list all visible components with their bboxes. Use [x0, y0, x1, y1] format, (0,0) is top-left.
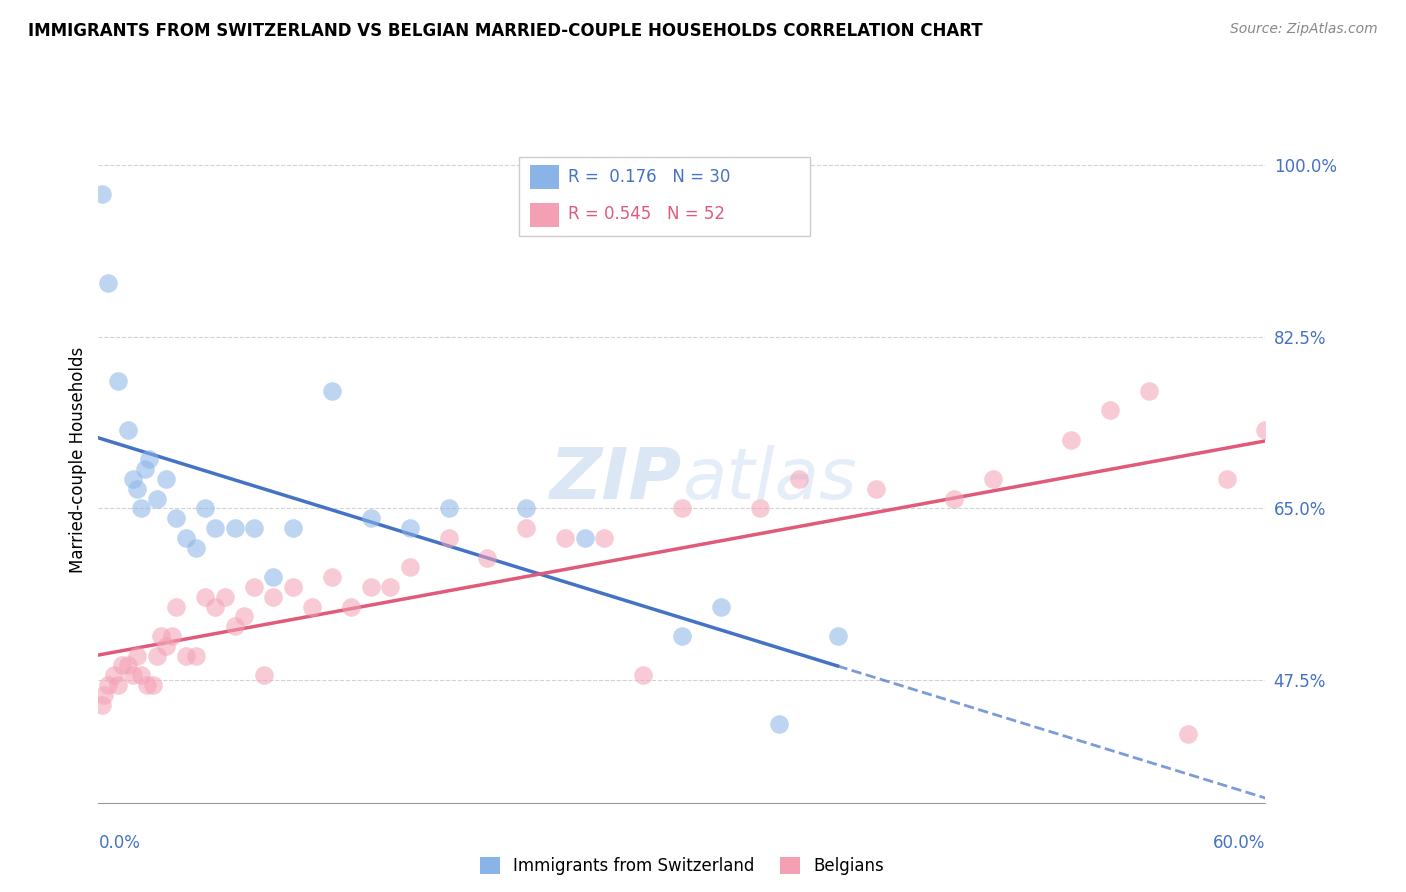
Point [165, 511, 187, 525]
Bar [530, 165, 560, 189]
Point [138, 452, 160, 467]
Point [127, 648, 149, 663]
Point [398, 560, 420, 574]
Bar [530, 203, 560, 227]
Point [91, 187, 114, 202]
Point [117, 658, 139, 673]
Point [107, 374, 129, 388]
Point [162, 629, 184, 643]
Point [107, 678, 129, 692]
Point [184, 541, 207, 555]
Point [155, 472, 177, 486]
Point [340, 599, 363, 614]
Point [787, 472, 810, 486]
Point [146, 491, 169, 506]
Point [146, 648, 169, 663]
Point [981, 472, 1004, 486]
Text: Source: ZipAtlas.com: Source: ZipAtlas.com [1230, 22, 1378, 37]
Point [321, 570, 343, 584]
Point [91, 698, 114, 712]
Point [155, 639, 177, 653]
Text: ZIP: ZIP [550, 445, 682, 515]
Point [281, 580, 304, 594]
Point [593, 531, 616, 545]
Point [93, 688, 115, 702]
Point [321, 384, 343, 398]
Point [134, 462, 156, 476]
Point [129, 668, 152, 682]
Text: IMMIGRANTS FROM SWITZERLAND VS BELGIAN MARRIED-COUPLE HOUSEHOLDS CORRELATION CHA: IMMIGRANTS FROM SWITZERLAND VS BELGIAN M… [28, 22, 983, 40]
Text: atlas: atlas [682, 445, 856, 515]
Point [194, 590, 217, 604]
Point [194, 501, 217, 516]
Text: 60.0%: 60.0% [1213, 834, 1265, 852]
Point [262, 570, 284, 584]
Point [233, 609, 256, 624]
Point [1098, 403, 1121, 417]
Point [671, 501, 693, 516]
Point [149, 629, 172, 643]
Y-axis label: Married-couple Households: Married-couple Households [69, 346, 87, 573]
Point [117, 423, 139, 437]
Point [97, 276, 120, 290]
Point [243, 580, 266, 594]
Point [262, 590, 284, 604]
Point [515, 521, 537, 535]
Point [360, 580, 382, 594]
Point [378, 580, 402, 594]
Point [253, 668, 276, 682]
Point [1177, 727, 1199, 741]
Point [671, 629, 693, 643]
Point [865, 482, 887, 496]
Point [768, 717, 790, 731]
Point [111, 658, 134, 673]
Text: R =  0.176   N = 30: R = 0.176 N = 30 [568, 168, 731, 186]
Legend: Immigrants from Switzerland, Belgians: Immigrants from Switzerland, Belgians [471, 849, 893, 884]
Point [174, 531, 197, 545]
Point [398, 521, 420, 535]
Point [122, 472, 145, 486]
Point [97, 678, 120, 692]
Point [243, 521, 266, 535]
Point [748, 501, 770, 516]
Point [184, 648, 207, 663]
Point [103, 668, 125, 682]
Point [437, 531, 460, 545]
Point [554, 531, 576, 545]
Point [136, 678, 159, 692]
Text: R = 0.545   N = 52: R = 0.545 N = 52 [568, 205, 725, 223]
Point [174, 648, 197, 663]
Point [214, 590, 236, 604]
Point [710, 599, 733, 614]
Point [301, 599, 323, 614]
Text: 0.0%: 0.0% [98, 834, 141, 852]
Point [574, 531, 596, 545]
Point [224, 521, 246, 535]
Point [943, 491, 966, 506]
Point [827, 629, 849, 643]
Point [437, 501, 460, 516]
Point [1254, 423, 1277, 437]
Point [515, 501, 537, 516]
Point [204, 521, 226, 535]
Point [281, 521, 304, 535]
Point [204, 599, 226, 614]
Point [165, 599, 187, 614]
Point [224, 619, 246, 633]
Point [129, 501, 152, 516]
Point [1215, 472, 1237, 486]
Point [122, 668, 145, 682]
Point [477, 550, 499, 565]
Point [1060, 433, 1083, 447]
Point [1137, 384, 1160, 398]
Point [127, 482, 149, 496]
Point [142, 678, 165, 692]
Point [360, 511, 382, 525]
Point [631, 668, 654, 682]
